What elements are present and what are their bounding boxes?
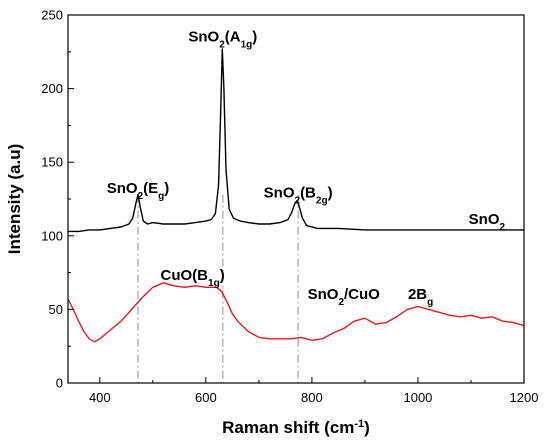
- y-tick-label-2: 100: [41, 228, 63, 243]
- series-line-0: [68, 48, 524, 233]
- series-line-1: [67, 282, 525, 343]
- annotation-4: CuO(B1g): [161, 267, 225, 289]
- series-group: [67, 48, 525, 343]
- x-tick-label-3: 1000: [403, 390, 432, 405]
- y-tick-label-5: 250: [41, 8, 63, 23]
- annotation-2: SnO2(B2g): [264, 185, 333, 207]
- y-tick-label-3: 150: [41, 155, 63, 170]
- y-axis-title: Intensity (a.u): [5, 144, 24, 255]
- annotation-3: SnO2: [469, 211, 506, 233]
- x-axis-title: Raman shift (cm-1): [222, 418, 370, 437]
- y-tick-label-0: 0: [56, 376, 63, 391]
- peak-annotations: SnO2(Eg) SnO2(A1g) SnO2(B2g) SnO2 CuO(B1g) Sn…: [107, 28, 506, 307]
- x-tick-label-1: 600: [195, 390, 217, 405]
- axis-ticks: 400 600 800 1000 1200 0 50 100 150 200 250: [41, 8, 538, 406]
- y-tick-label-4: 200: [41, 81, 63, 96]
- annotation-6: 2Bg: [408, 286, 433, 308]
- x-tick-label-0: 400: [89, 390, 111, 405]
- annotation-1: SnO2(A1g): [188, 28, 257, 50]
- x-tick-label-4: 1200: [510, 390, 539, 405]
- annotation-5: SnO2/CuO: [308, 286, 381, 308]
- x-tick-label-2: 800: [301, 390, 323, 405]
- y-tick-label-1: 50: [49, 302, 63, 317]
- annotation-0: SnO2(Eg): [107, 180, 170, 202]
